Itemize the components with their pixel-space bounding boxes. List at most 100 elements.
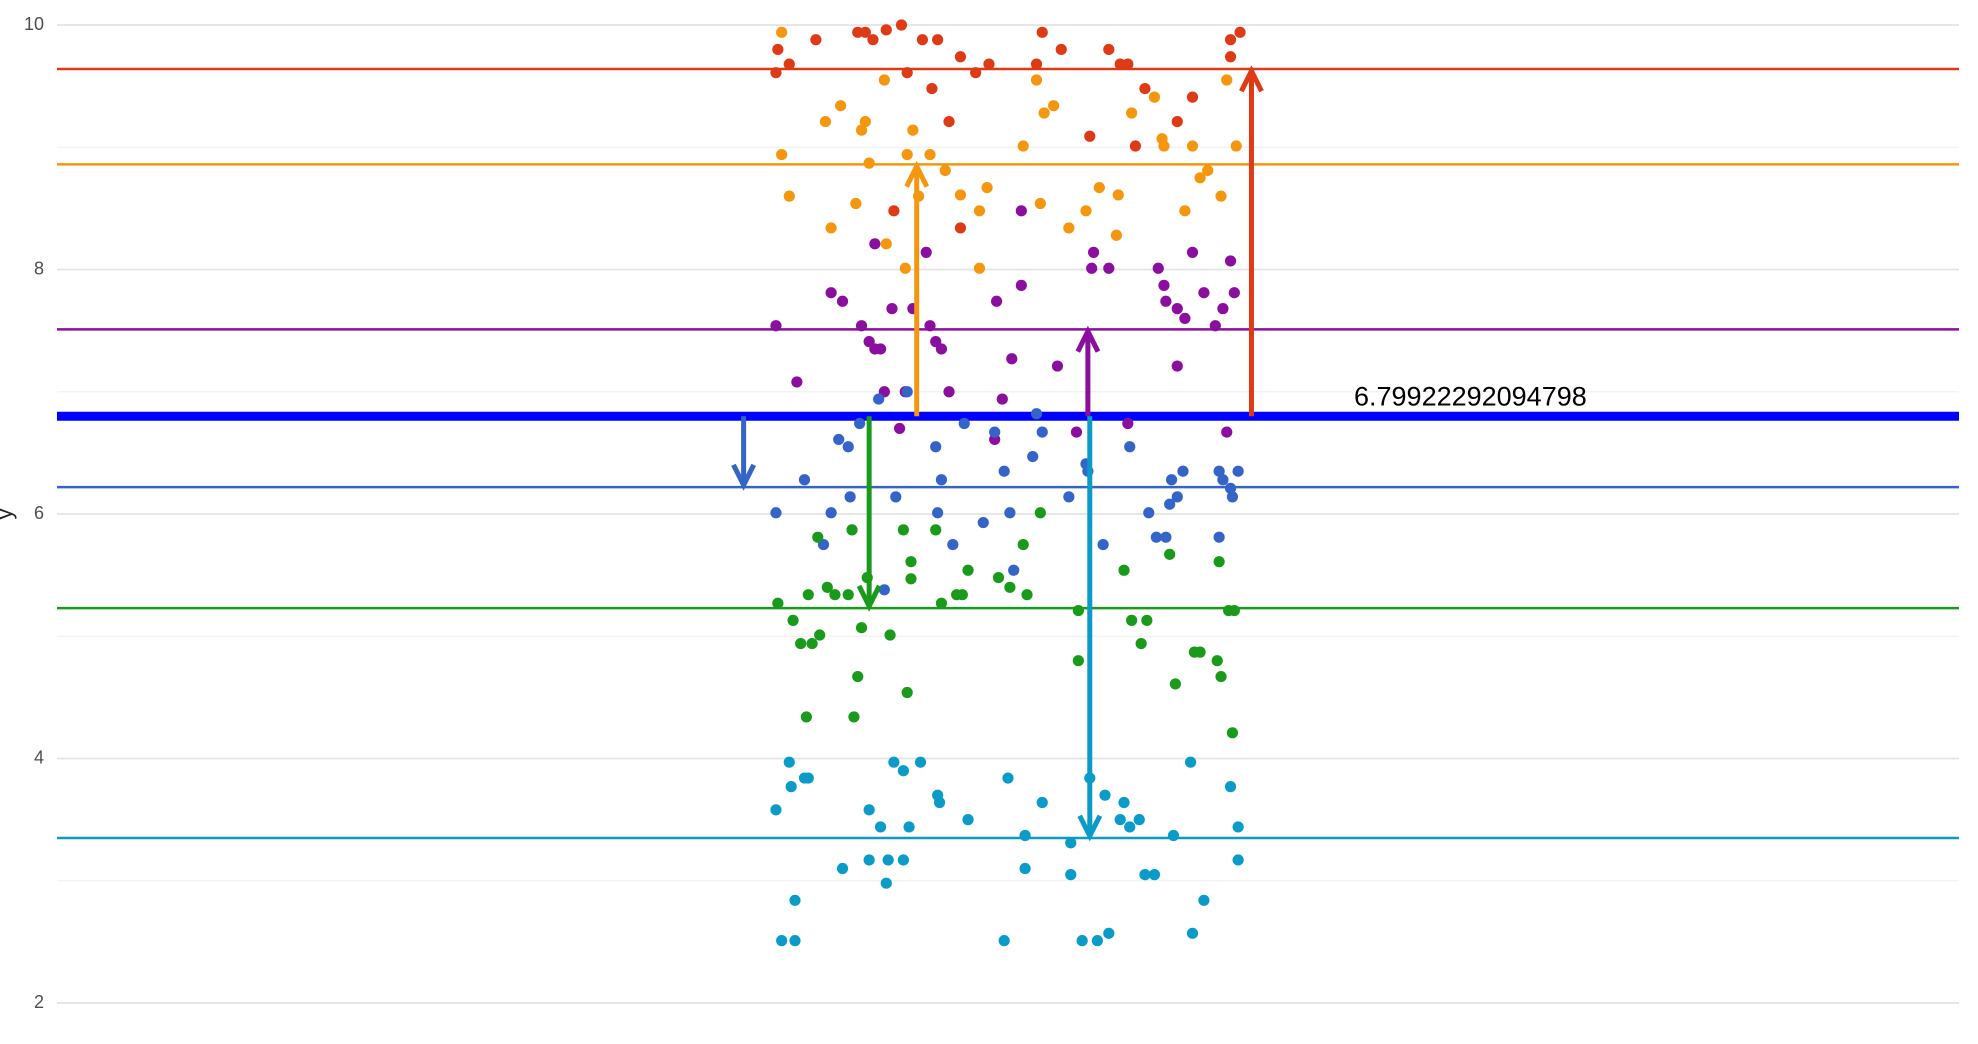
- point: [888, 756, 900, 768]
- point: [1169, 678, 1181, 690]
- point: [806, 637, 818, 650]
- point: [1143, 507, 1155, 519]
- point: [802, 589, 814, 601]
- point: [1004, 581, 1016, 593]
- point: [1230, 140, 1242, 152]
- point: [1213, 465, 1225, 477]
- point: [897, 854, 909, 866]
- point: [880, 877, 892, 889]
- point: [772, 43, 784, 56]
- point: [1002, 772, 1014, 784]
- point: [789, 894, 801, 906]
- point: [1017, 140, 1029, 152]
- point: [787, 614, 799, 626]
- point: [1202, 164, 1214, 177]
- point: [825, 287, 837, 299]
- point: [973, 205, 986, 217]
- y-tick-label: 4: [34, 747, 44, 767]
- point: [867, 34, 879, 46]
- point: [850, 197, 862, 210]
- point: [1139, 82, 1151, 95]
- point: [869, 238, 881, 250]
- point: [802, 772, 814, 784]
- point: [996, 393, 1008, 405]
- point: [1118, 564, 1130, 576]
- point: [1177, 465, 1189, 477]
- point: [770, 507, 782, 519]
- point: [981, 181, 993, 194]
- point: [874, 821, 887, 833]
- point: [791, 376, 803, 388]
- point: [935, 597, 948, 609]
- arrow-head: [1077, 814, 1103, 842]
- point: [848, 711, 860, 723]
- point: [878, 584, 890, 596]
- point: [842, 589, 854, 601]
- point: [1036, 796, 1048, 809]
- point: [1232, 465, 1244, 477]
- point: [924, 148, 936, 161]
- point: [842, 441, 854, 453]
- point: [899, 262, 911, 274]
- point: [1194, 172, 1206, 184]
- point: [873, 393, 885, 405]
- point: [1198, 287, 1210, 299]
- point: [1209, 320, 1221, 332]
- point: [1055, 43, 1067, 56]
- point: [1224, 482, 1237, 494]
- point: [874, 343, 887, 355]
- point: [1124, 441, 1136, 453]
- arrow-head: [904, 160, 930, 188]
- point: [1221, 426, 1233, 438]
- point: [1103, 927, 1115, 939]
- point: [1228, 604, 1240, 617]
- point: [819, 115, 832, 128]
- point: [825, 507, 837, 519]
- point: [903, 821, 915, 833]
- point: [1150, 531, 1162, 543]
- point: [846, 524, 858, 536]
- point: [1184, 756, 1197, 768]
- point: [1027, 450, 1039, 463]
- arrow-head: [1239, 65, 1264, 93]
- point: [863, 157, 875, 169]
- point: [783, 58, 795, 70]
- arrow-head: [856, 584, 882, 612]
- point: [1076, 935, 1088, 947]
- point: [901, 686, 913, 699]
- point: [1158, 140, 1170, 152]
- point: [1063, 491, 1075, 503]
- point: [1217, 303, 1229, 315]
- point: [1164, 548, 1176, 560]
- point: [1093, 181, 1105, 194]
- overall-mean-label: 6.79922292094798: [1354, 381, 1587, 411]
- point: [1171, 360, 1183, 372]
- point: [835, 100, 847, 112]
- point: [1135, 637, 1147, 650]
- point: [935, 343, 948, 355]
- point: [882, 854, 894, 866]
- point: [1065, 837, 1077, 849]
- point: [932, 507, 944, 519]
- point: [880, 24, 892, 36]
- point: [1224, 255, 1237, 267]
- point: [901, 67, 913, 79]
- point: [989, 426, 1001, 438]
- point: [1217, 474, 1229, 486]
- point: [844, 491, 856, 503]
- point: [1110, 229, 1123, 241]
- point: [1194, 646, 1206, 658]
- point: [962, 814, 974, 826]
- point: [920, 246, 932, 258]
- point: [836, 295, 849, 307]
- point: [977, 516, 989, 529]
- point: [855, 320, 868, 332]
- point: [1179, 205, 1191, 217]
- point: [1103, 43, 1115, 56]
- point: [1091, 935, 1103, 947]
- point: [962, 564, 974, 576]
- point: [990, 295, 1003, 307]
- point: [901, 386, 913, 398]
